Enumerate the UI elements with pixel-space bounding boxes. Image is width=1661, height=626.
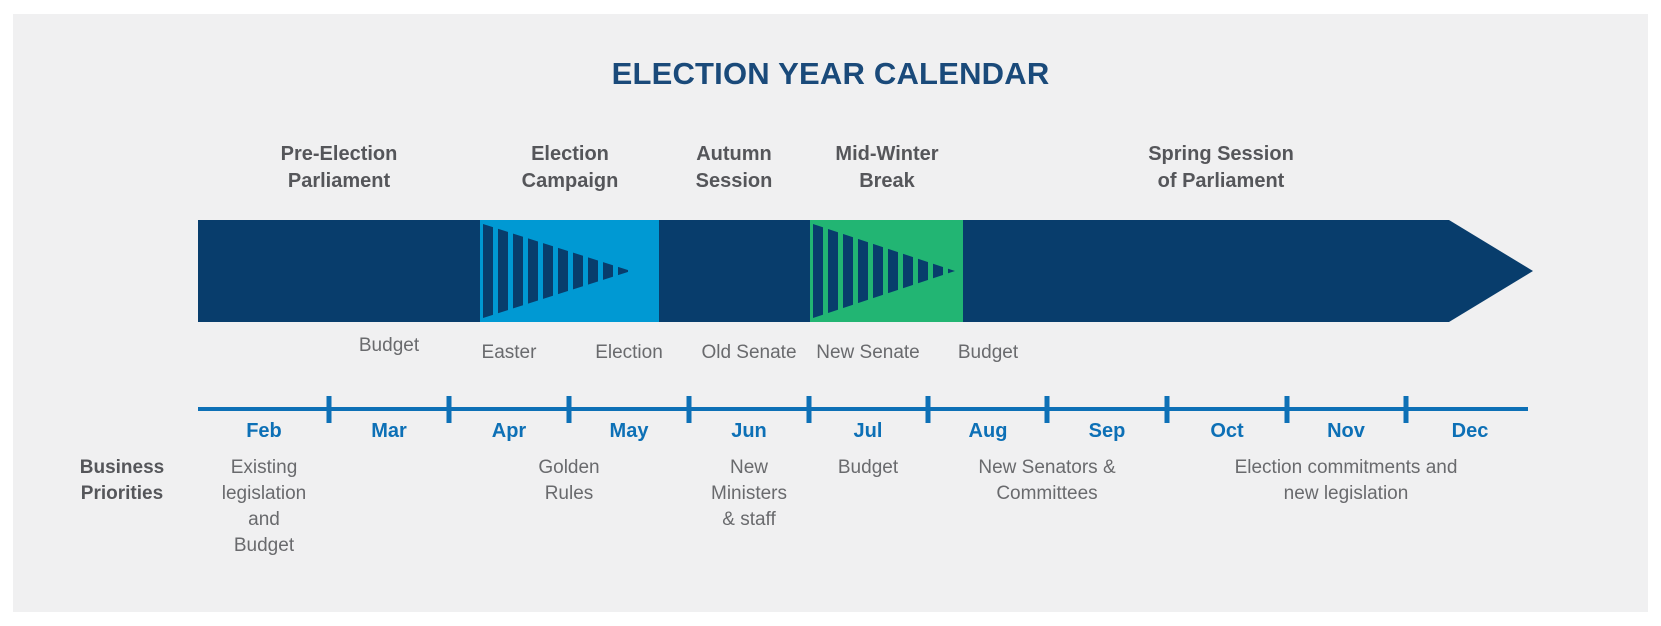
month-label-may: May — [609, 420, 649, 442]
event-label-budget-aug: Budget — [957, 342, 1019, 363]
tick-mark — [446, 396, 452, 423]
timeline-bar — [198, 220, 1533, 322]
priority-item-golden-rules: Golden Rules — [538, 457, 600, 504]
priority-item-existing-legislation: Existing legislation and Budget — [221, 457, 307, 556]
event-label-election: Election — [595, 342, 663, 363]
tick-mark — [1044, 396, 1050, 423]
tick-mark — [1284, 396, 1290, 423]
segment-election-campaign — [480, 220, 659, 322]
month-label-jun: Jun — [731, 420, 767, 442]
month-label-dec: Dec — [1451, 420, 1489, 442]
chevron-fade-icon — [813, 224, 955, 318]
month-label-sep: Sep — [1088, 420, 1126, 442]
priority-item-election-commitments: Election commitments and new legislation — [1234, 457, 1458, 504]
tick-mark — [566, 396, 572, 423]
event-label-new-senate: New Senate — [816, 342, 920, 363]
priority-item-new-senators: New Senators & Committees — [978, 457, 1116, 504]
event-label-old-senate: Old Senate — [701, 342, 797, 363]
month-label-jul: Jul — [853, 420, 883, 442]
phase-label-pre-election-parliament: Pre-Election Parliament — [280, 143, 398, 192]
tick-mark — [806, 396, 812, 423]
tick-mark — [326, 396, 332, 423]
tick-mark — [1403, 396, 1409, 423]
page-title: ELECTION YEAR CALENDAR — [611, 56, 1050, 91]
priority-item-new-ministers: New Ministers & staff — [710, 457, 788, 530]
phase-label-autumn-session: Autumn Session — [695, 143, 773, 192]
phase-label-election-campaign: Election Campaign — [521, 143, 619, 192]
month-label-feb: Feb — [246, 420, 282, 442]
month-label-apr: Apr — [491, 420, 527, 442]
event-label-budget-mar: Budget — [358, 335, 420, 356]
phase-label-mid-winter-break: Mid-Winter Break — [835, 143, 939, 192]
month-label-nov: Nov — [1327, 420, 1365, 442]
segment-mid-winter-break — [810, 220, 963, 322]
tick-mark — [1164, 396, 1170, 423]
phase-label-spring-session: Spring Session of Parliament — [1148, 143, 1294, 192]
month-label-aug: Aug — [968, 420, 1008, 442]
business-priorities-label: Business Priorities — [79, 457, 165, 504]
event-label-easter: Easter — [481, 342, 537, 363]
chevron-fade-icon — [483, 224, 631, 318]
month-label-mar: Mar — [371, 420, 407, 442]
timeline-axis — [198, 407, 1528, 411]
month-label-oct: Oct — [1210, 420, 1244, 442]
tick-mark — [925, 396, 931, 423]
tick-mark — [686, 396, 692, 423]
priority-item-budget: Budget — [837, 457, 899, 478]
